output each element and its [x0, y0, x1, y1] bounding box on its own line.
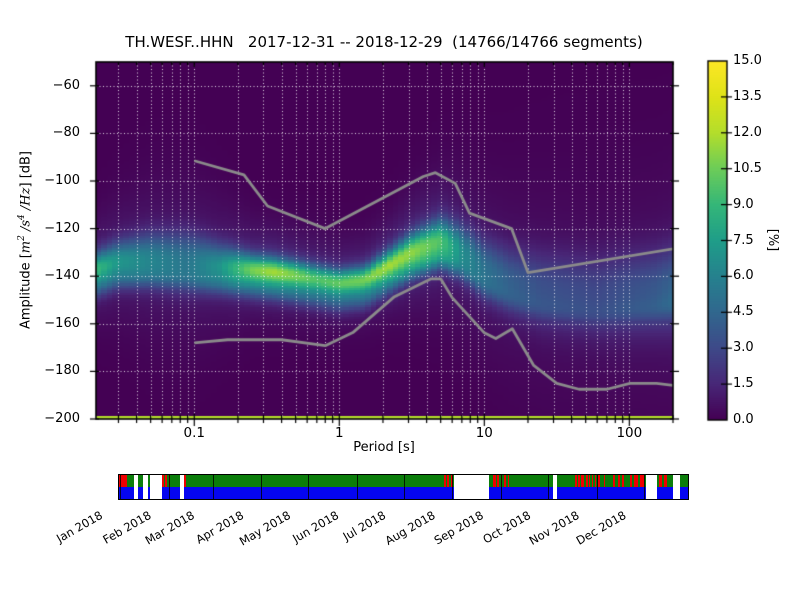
timeline-red-mark [574, 475, 577, 487]
colorbar-label: [%] [765, 228, 780, 252]
timeline-gap [454, 475, 489, 499]
month-label: Apr 2018 [193, 508, 246, 547]
timeline-month-tick [168, 475, 170, 499]
timeline-red-mark [578, 475, 580, 487]
timeline-gap [673, 475, 680, 499]
colorbar-tick-label: 13.5 [733, 88, 762, 104]
colorbar-tick-label: 12.0 [733, 124, 762, 140]
colorbar-tick-label: 0.0 [733, 412, 754, 427]
timeline-month-tick [308, 475, 310, 499]
timeline-red-mark [585, 475, 588, 487]
timeline-rows [119, 475, 688, 499]
timeline-month-tick [356, 475, 358, 499]
y-tick-label: −140 [44, 268, 80, 284]
ppsd-heatmap-canvas [88, 54, 681, 427]
timeline-month-tick [403, 475, 405, 499]
timeline-red-mark [581, 475, 585, 487]
timeline-month-tick [261, 475, 263, 499]
timeline-red-mark [592, 475, 594, 487]
month-label: Dec 2018 [573, 508, 629, 548]
month-label: May 2018 [236, 508, 293, 549]
x-axis-label: Period [s] [353, 440, 415, 455]
colorbar-tick-label: 1.5 [733, 376, 754, 392]
timeline-month-tick [212, 475, 214, 499]
timeline-red-mark [447, 475, 450, 487]
timeline-gap [133, 475, 139, 499]
timeline-gap [646, 475, 658, 499]
timeline-red-mark [496, 475, 499, 487]
timeline-month-tick [500, 475, 502, 499]
timeline-red-mark [604, 475, 606, 487]
timeline-red-mark [451, 475, 453, 487]
timeline-red-mark [639, 475, 644, 487]
timeline-red-mark [621, 475, 624, 487]
colorbar-tick-label: 6.0 [733, 268, 754, 284]
timeline-red-mark [183, 475, 186, 487]
timeline-red-mark [659, 475, 662, 487]
colorbar-tick-label: 15.0 [733, 53, 762, 68]
timeline-red-mark [588, 475, 591, 487]
timeline-red-mark [630, 475, 632, 487]
timeline-red-mark [634, 475, 638, 487]
colorbar-tick-label: 7.5 [733, 232, 754, 248]
data-availability-timeline [118, 474, 689, 500]
y-tick-label: −180 [44, 363, 80, 379]
timeline-red-mark [507, 475, 510, 487]
timeline-red-mark [663, 475, 667, 487]
x-tick-label: 0.1 [183, 425, 206, 441]
y-tick-label: −120 [44, 220, 80, 236]
x-tick-label: 100 [616, 425, 643, 441]
colorbar-canvas [702, 55, 736, 426]
y-tick-label: −60 [52, 77, 80, 93]
y-tick-label: −200 [44, 411, 80, 426]
colorbar-tick-label: 10.5 [733, 160, 762, 176]
colorbar-tick-label: 4.5 [733, 304, 754, 320]
x-tick-label: 1 [335, 425, 344, 441]
timeline-red-mark [503, 475, 506, 487]
timeline-gap [180, 475, 184, 499]
timeline-gap [150, 475, 162, 499]
timeline-red-mark [597, 475, 600, 487]
timeline-red-mark [618, 475, 620, 487]
colorbar-tick-label: 9.0 [733, 196, 754, 212]
timeline-red-mark [493, 475, 496, 487]
month-label: Nov 2018 [526, 508, 582, 548]
timeline-red-mark [119, 475, 128, 487]
x-tick-label: 10 [475, 425, 493, 441]
timeline-red-mark [595, 475, 597, 487]
y-tick-label: −80 [52, 125, 80, 141]
month-label: Jan 2018 [53, 508, 105, 546]
timeline-month-tick [547, 475, 549, 499]
month-label: Jun 2018 [290, 508, 342, 546]
y-tick-label: −100 [44, 173, 80, 188]
month-label: Aug 2018 [382, 508, 438, 548]
timeline-month-tick [452, 475, 454, 499]
timeline-red-mark [444, 475, 446, 487]
y-tick-label: −160 [44, 315, 80, 331]
month-label: Jul 2018 [341, 508, 389, 544]
month-label: Oct 2018 [479, 508, 533, 547]
timeline-month-tick [120, 475, 122, 499]
timeline-month-tick [596, 475, 598, 499]
month-label: Mar 2018 [143, 508, 198, 548]
plot-title: TH.WESF..HHN 2017-12-31 -- 2018-12-29 (1… [125, 33, 643, 51]
timeline-red-mark [161, 475, 164, 487]
timeline-gap [552, 475, 557, 499]
month-label: Sep 2018 [431, 508, 486, 548]
timeline-gap [142, 475, 148, 499]
timeline-red-mark [165, 475, 168, 487]
timeline-month-tick [643, 475, 645, 499]
colorbar-tick-label: 3.0 [733, 340, 754, 356]
timeline-red-mark [613, 475, 615, 487]
